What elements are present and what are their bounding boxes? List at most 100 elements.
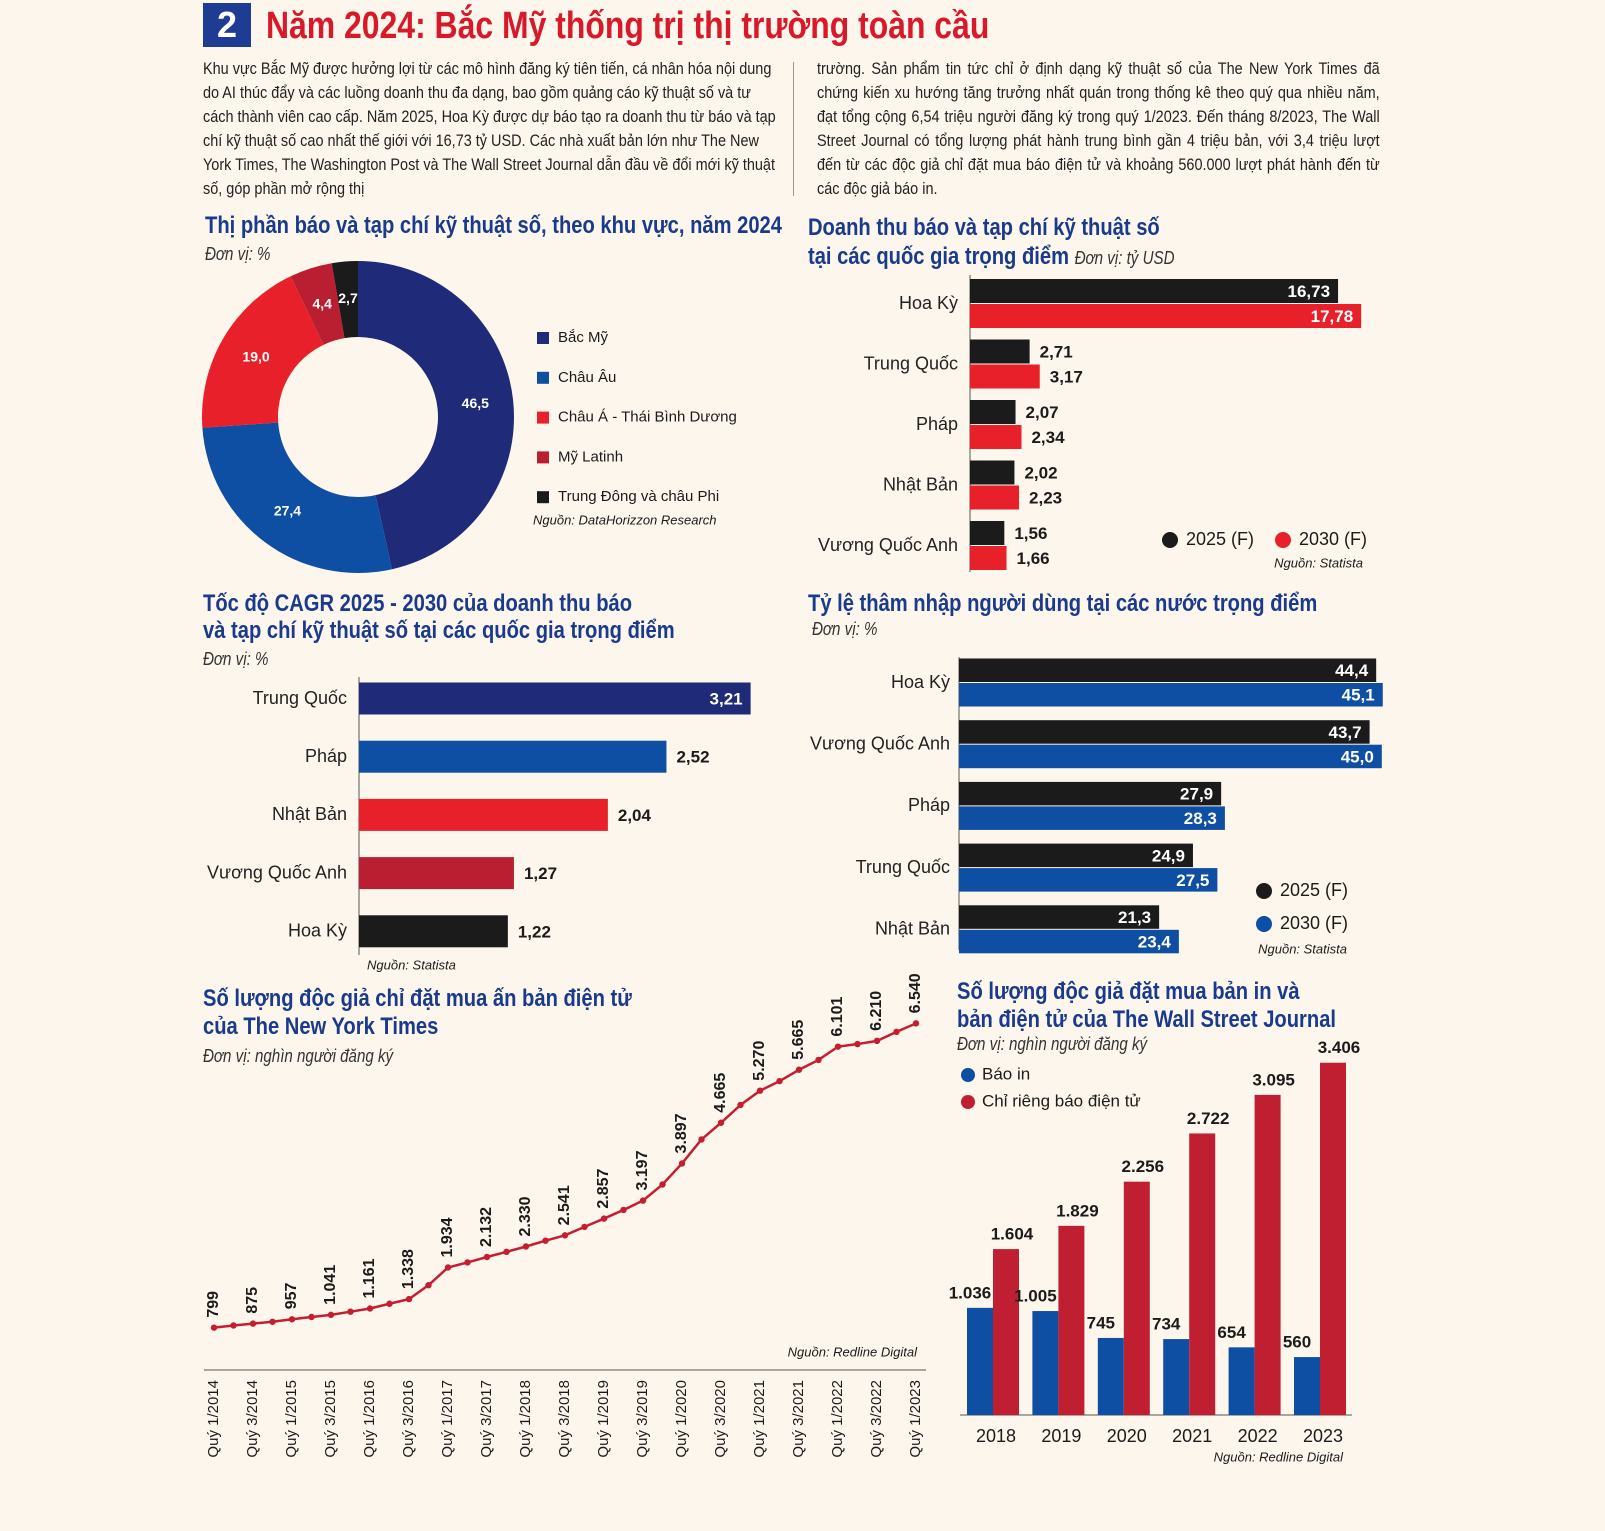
bar xyxy=(970,304,1362,328)
bar xyxy=(359,682,751,715)
point xyxy=(522,1243,530,1250)
point xyxy=(386,1300,393,1307)
category-label: Hoa Kỳ xyxy=(899,293,958,313)
data-label: 734 xyxy=(1152,1315,1181,1334)
data-label: 3,21 xyxy=(710,689,743,708)
point xyxy=(503,1248,510,1256)
bar xyxy=(1254,1094,1281,1415)
point xyxy=(366,1305,374,1312)
point xyxy=(444,1264,452,1271)
data-label: 2,34 xyxy=(1031,428,1065,447)
bar xyxy=(359,740,667,773)
point xyxy=(737,1101,744,1109)
point xyxy=(542,1237,549,1244)
bar xyxy=(1294,1357,1320,1415)
data-label: 1.338 xyxy=(400,1249,417,1289)
chart-unit: Đơn vị: % xyxy=(203,649,269,669)
point xyxy=(795,1066,803,1073)
data-label: 27,9 xyxy=(1180,785,1213,804)
chart-title: Số lượng độc giả đặt mua bản in và xyxy=(957,978,1300,1005)
source: Nguồn: Statista xyxy=(1274,555,1363,570)
legend-label: Châu Âu xyxy=(558,369,616,386)
legend-label: 2030 (F) xyxy=(1299,529,1367,549)
bar xyxy=(959,929,1179,954)
point xyxy=(425,1282,432,1289)
point xyxy=(639,1197,647,1204)
bar xyxy=(970,364,1040,389)
intro-column: Khu vực Bắc Mỹ được hưởng lợi từ các mô … xyxy=(203,59,776,198)
data-label: 28,3 xyxy=(1184,809,1217,828)
data-label: 17,78 xyxy=(1311,307,1354,326)
column-divider xyxy=(793,62,794,196)
data-label: 6.540 xyxy=(907,973,924,1013)
legend-label: Trung Đông và châu Phi xyxy=(558,488,719,505)
x-tick-label: Quý 3/2017 xyxy=(478,1380,495,1458)
data-label: 654 xyxy=(1217,1323,1246,1342)
chart-title: của The New York Times xyxy=(203,1013,439,1040)
point xyxy=(873,1037,881,1045)
data-label: 19,0 xyxy=(242,348,269,364)
point xyxy=(269,1318,276,1325)
data-label: 2.722 xyxy=(1187,1109,1230,1128)
page-title: Năm 2024: Bắc Mỹ thống trị thị trường to… xyxy=(266,5,990,47)
category-label: Vương Quốc Anh xyxy=(207,862,347,882)
data-label: 1.604 xyxy=(991,1225,1034,1244)
bar xyxy=(959,781,1222,806)
chart-title: Doanh thu báo và tạp chí kỹ thuật số xyxy=(808,214,1160,241)
category-label: Pháp xyxy=(908,795,950,815)
point xyxy=(581,1223,588,1231)
x-tick-label: Quý 1/2014 xyxy=(205,1380,222,1458)
bar xyxy=(959,683,1383,707)
data-label: 957 xyxy=(283,1282,300,1309)
point xyxy=(893,1028,900,1036)
chart-unit: Đơn vị: tỷ USD xyxy=(1074,248,1175,268)
point xyxy=(659,1181,666,1188)
point xyxy=(912,1020,920,1027)
x-tick-label: Quý 1/2018 xyxy=(517,1380,534,1458)
bar xyxy=(359,857,514,890)
x-tick-label: 2019 xyxy=(1041,1426,1081,1446)
donut-slice xyxy=(290,263,345,345)
category-label: Trung Quốc xyxy=(253,688,347,708)
legend-swatch xyxy=(537,411,549,424)
chart-unit: Đơn vị: nghìn người đăng ký xyxy=(203,1046,394,1066)
bar xyxy=(970,546,1007,570)
bar xyxy=(359,798,608,831)
legend-label: Báo in xyxy=(982,1064,1030,1083)
data-label: 5.665 xyxy=(790,1020,807,1060)
chart-title: và tạp chí kỹ thuật số tại các quốc gia … xyxy=(203,617,675,644)
data-label: 27,5 xyxy=(1176,871,1209,890)
bar xyxy=(959,744,1382,769)
category-label: Hoa Kỳ xyxy=(288,921,347,941)
x-tick-label: Quý 3/2016 xyxy=(400,1380,417,1458)
x-tick-label: 2021 xyxy=(1172,1426,1212,1446)
bar xyxy=(959,720,1370,744)
legend-swatch xyxy=(1256,916,1272,932)
point xyxy=(288,1316,296,1323)
legend-label: 2030 (F) xyxy=(1280,913,1348,933)
category-label: Pháp xyxy=(916,414,958,434)
data-label: 2,7 xyxy=(338,290,358,306)
data-label: 1,27 xyxy=(524,864,557,883)
point xyxy=(776,1077,783,1085)
donut-slice xyxy=(331,261,358,339)
category-label: Trung Quốc xyxy=(856,857,950,877)
legend-label: 2025 (F) xyxy=(1186,529,1254,549)
data-label: 5.270 xyxy=(751,1041,768,1081)
bar xyxy=(970,485,1020,510)
data-label: 1,56 xyxy=(1014,524,1047,543)
legend-swatch xyxy=(1256,883,1272,899)
category-label: Vương Quốc Anh xyxy=(810,733,950,753)
chart-title: Tỷ lệ thâm nhập người dùng tại các nước … xyxy=(808,590,1318,617)
bar xyxy=(1032,1311,1059,1415)
legend-label: 2025 (F) xyxy=(1280,880,1348,900)
data-label: 1.036 xyxy=(949,1283,992,1302)
data-label: 44,4 xyxy=(1335,661,1369,680)
category-label: Hoa Kỳ xyxy=(891,672,950,692)
data-label: 45,0 xyxy=(1341,747,1374,766)
data-label: 43,7 xyxy=(1329,723,1362,742)
x-tick-label: 2020 xyxy=(1107,1426,1147,1446)
x-tick-label: Quý 1/2017 xyxy=(439,1380,456,1458)
